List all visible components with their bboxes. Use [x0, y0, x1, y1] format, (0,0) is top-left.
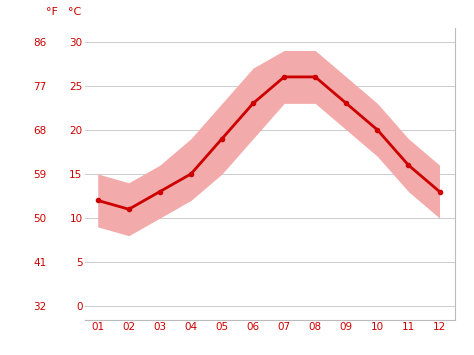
Text: °C: °C — [68, 7, 81, 17]
Text: °F: °F — [46, 7, 58, 17]
